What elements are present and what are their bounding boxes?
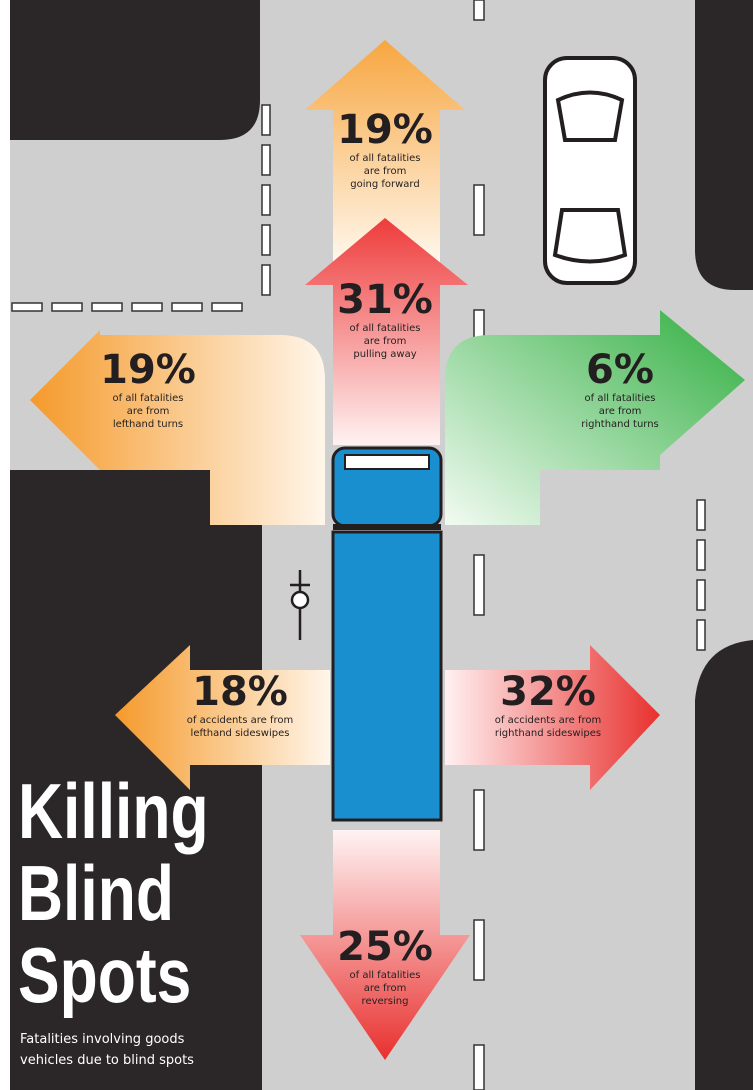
- truck: [331, 446, 443, 822]
- caption: of all fatalities: [350, 970, 421, 981]
- caption: are from: [364, 336, 407, 347]
- percent: 32%: [500, 669, 596, 715]
- caption: are from: [127, 406, 170, 417]
- caption: lefthand sideswipes: [191, 728, 290, 739]
- car: [543, 56, 637, 285]
- caption: lefthand turns: [113, 419, 183, 430]
- percent: 6%: [586, 347, 654, 393]
- caption: righthand turns: [581, 419, 659, 430]
- caption: of all fatalities: [113, 393, 184, 404]
- arrows: [30, 40, 745, 1060]
- subtitle-line: Fatalities involving goods: [20, 1032, 185, 1047]
- caption: going forward: [350, 179, 419, 190]
- caption: are from: [364, 983, 407, 994]
- title-line: Spots: [18, 931, 191, 1018]
- title-line: Killing: [18, 767, 209, 854]
- caption: of all fatalities: [585, 393, 656, 404]
- subtitle-line: vehicles due to blind spots: [20, 1053, 194, 1068]
- caption: of all fatalities: [350, 323, 421, 334]
- percent: 19%: [100, 347, 196, 393]
- caption: are from: [364, 166, 407, 177]
- caption: of all fatalities: [350, 153, 421, 164]
- percent: 19%: [337, 107, 433, 153]
- caption: pulling away: [353, 349, 416, 360]
- caption: of accidents are from: [187, 715, 294, 726]
- caption: of accidents are from: [495, 715, 602, 726]
- caption: are from: [599, 406, 642, 417]
- percent: 18%: [192, 669, 288, 715]
- percent: 31%: [337, 277, 433, 323]
- title-line: Blind: [18, 849, 174, 936]
- caption: righthand sideswipes: [495, 728, 601, 739]
- percent: 25%: [337, 924, 433, 970]
- caption: reversing: [362, 996, 409, 1007]
- bicycle: [290, 570, 310, 640]
- title-block: Killing Blind Spots Fatalities involving…: [18, 767, 209, 1068]
